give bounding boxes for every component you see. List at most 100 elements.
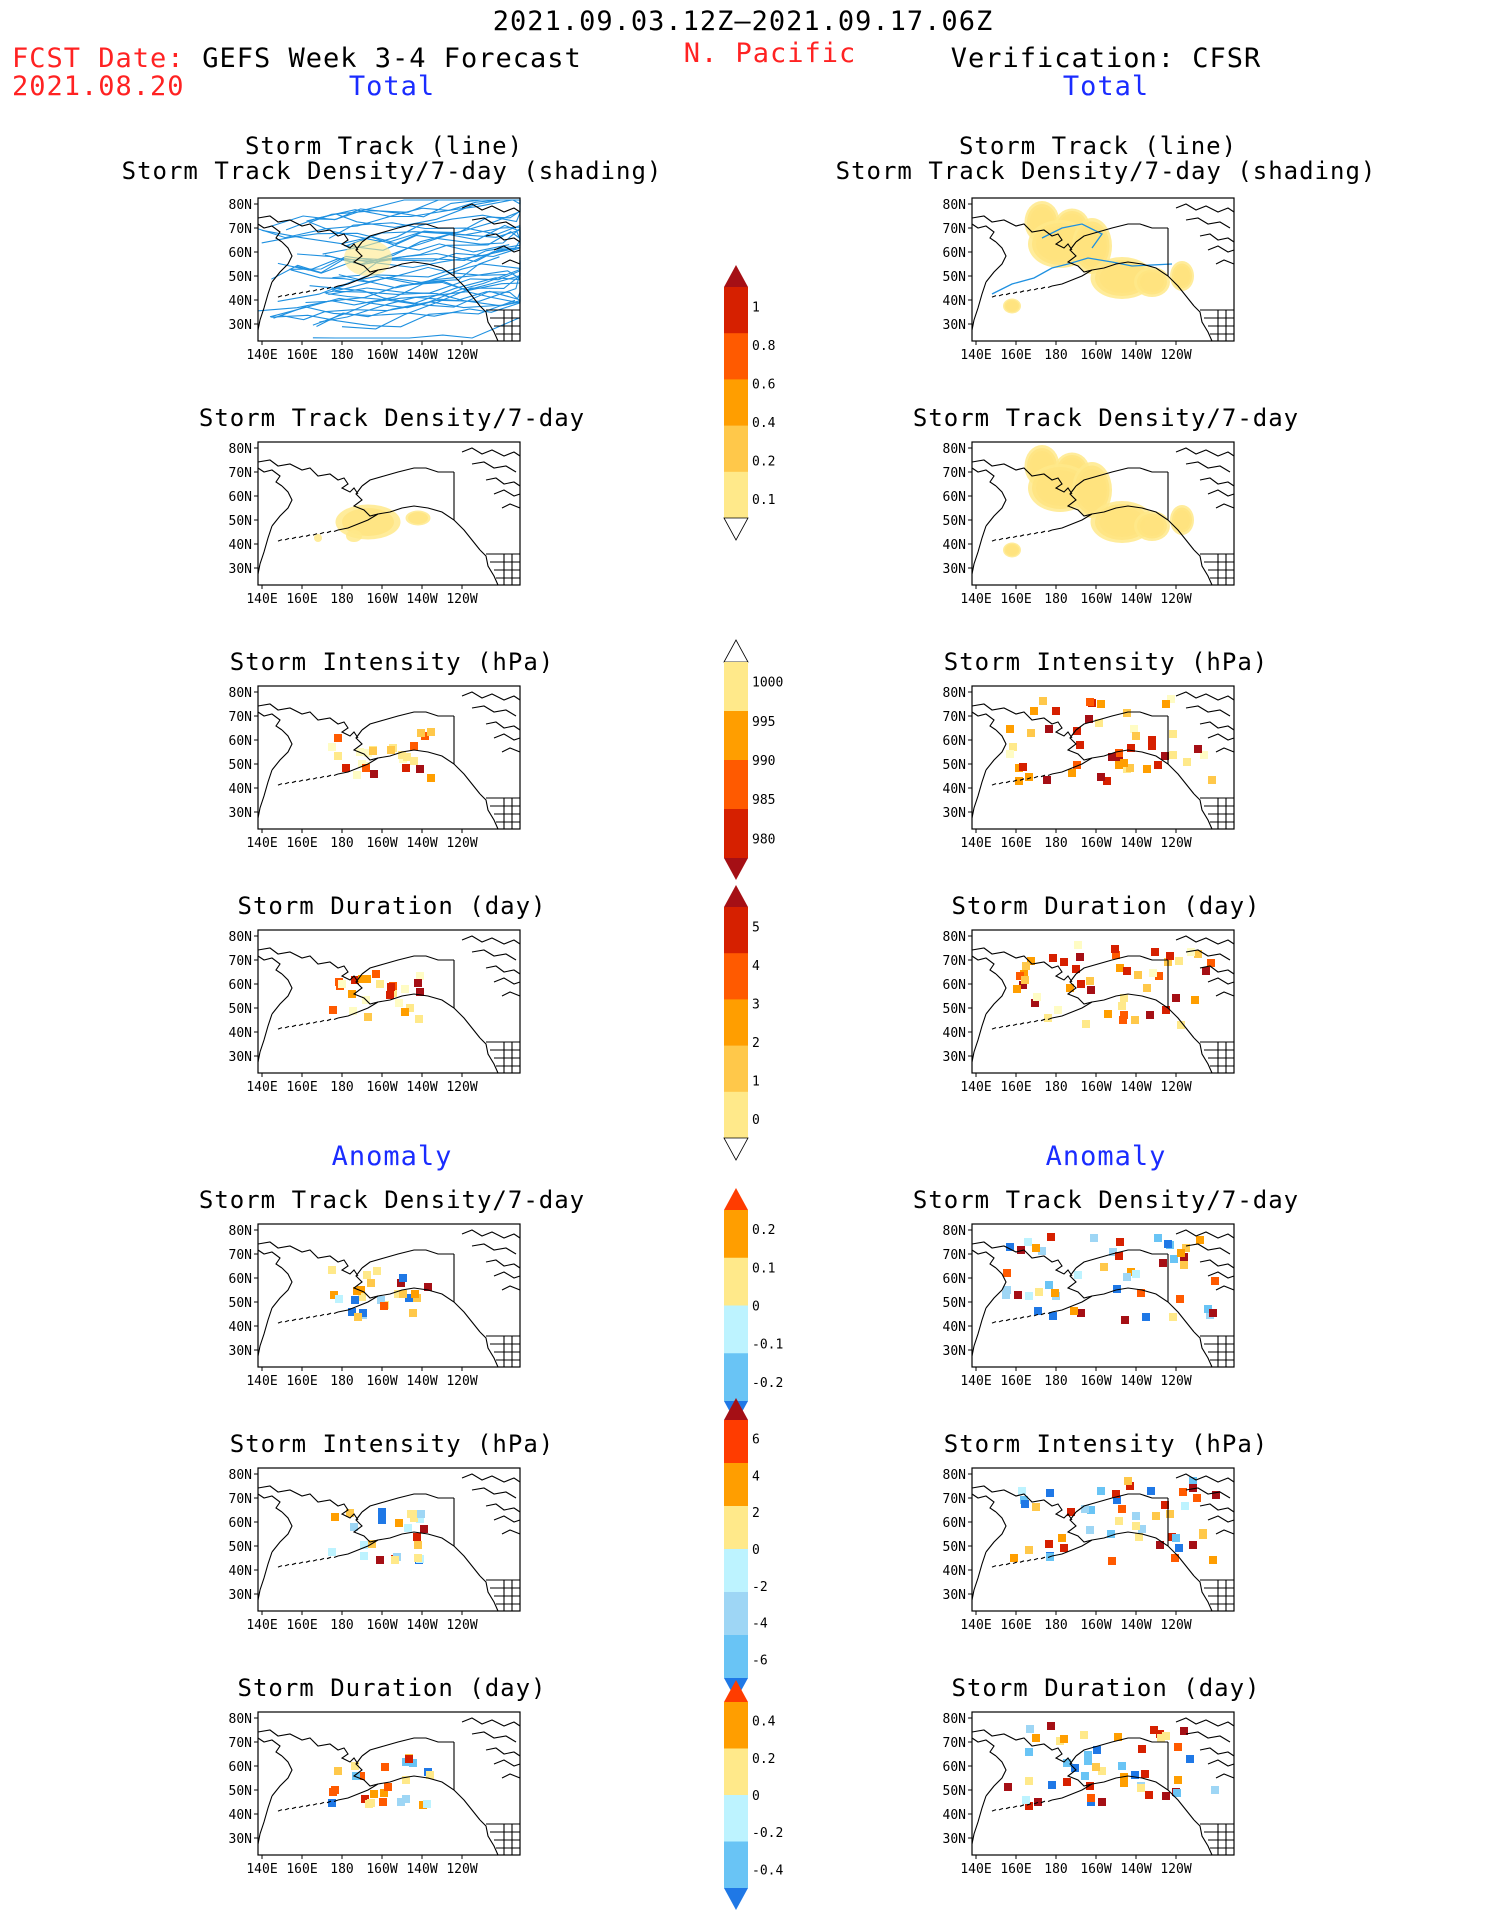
lat-tick-label: 80N xyxy=(229,442,252,457)
lat-tick-label: 30N xyxy=(943,806,966,821)
anomaly-label-left: Anomaly xyxy=(331,1141,453,1172)
lon-tick-label: 180 xyxy=(330,1862,353,1877)
right-track-title-line: Storm Track (line) xyxy=(958,132,1238,160)
lon-tick-label: 180 xyxy=(330,1618,353,1633)
lon-tick-label: 160E xyxy=(1000,1618,1031,1633)
lon-tick-label: 180 xyxy=(1044,1080,1067,1095)
colorbar-top-arrow xyxy=(724,1680,748,1702)
lat-tick-label: 60N xyxy=(229,978,252,993)
colorbar-segment xyxy=(724,379,748,427)
lon-tick-label: 120W xyxy=(446,1080,477,1095)
colorbar-duration-total: 5 4 3 2 1 0 xyxy=(723,885,760,1161)
right-duration-title: Storm Duration (day) xyxy=(951,892,1261,920)
colorbar-segment xyxy=(724,1748,748,1796)
lon-tick-label: 160W xyxy=(1080,592,1111,607)
colorbar-label: 0 xyxy=(752,1789,760,1804)
lat-tick-label: 60N xyxy=(229,1760,252,1775)
colorbar-label: 1 xyxy=(752,1074,760,1089)
right-track-title-shading: Storm Track Density/7-day (shading) xyxy=(835,157,1377,185)
right-anom-duration-title: Storm Duration (day) xyxy=(951,1674,1261,1702)
lat-tick-label: 30N xyxy=(229,1832,252,1847)
colorbar-top-arrow xyxy=(724,1188,748,1210)
lat-tick-label: 30N xyxy=(229,318,252,333)
lat-tick-label: 40N xyxy=(943,1026,966,1041)
colorbar-label: -0.2 xyxy=(752,1826,783,1841)
lat-tick-label: 30N xyxy=(229,806,252,821)
lon-tick-label: 160W xyxy=(1080,1618,1111,1633)
lat-tick-label: 50N xyxy=(229,514,252,529)
fcst-date-label: FCST Date: xyxy=(12,43,185,74)
lon-tick-label: 160W xyxy=(366,1374,397,1389)
colorbar-density-total: 1 0.8 0.6 0.4 0.2 0.1 xyxy=(723,265,776,541)
colorbar-segment xyxy=(724,425,748,473)
right-anom-density-title: Storm Track Density/7-day xyxy=(912,1186,1300,1214)
lon-tick-label: 180 xyxy=(1044,1374,1067,1389)
lon-tick-label: 140W xyxy=(406,836,437,851)
lat-tick-label: 50N xyxy=(943,270,966,285)
lon-tick-label: 160E xyxy=(286,836,317,851)
colorbar-label: 0.2 xyxy=(752,454,775,469)
lat-tick-label: 50N xyxy=(943,1296,966,1311)
colorbar-segment xyxy=(724,1549,748,1593)
lon-tick-label: 160E xyxy=(286,1618,317,1633)
colorbar-segment xyxy=(724,1257,748,1306)
lat-tick-label: 50N xyxy=(943,1540,966,1555)
map-forecast-duration: 80N 70N 60N 50N 40N 30N 140E 160E 180 160W 140W 120… xyxy=(229,929,521,1095)
lon-tick-label: 140E xyxy=(246,348,277,363)
colorbar-label: 2 xyxy=(752,1506,760,1521)
lon-tick-label: 140W xyxy=(1120,836,1151,851)
lat-tick-label: 70N xyxy=(229,1492,252,1507)
lon-tick-label: 140W xyxy=(406,348,437,363)
lat-tick-label: 50N xyxy=(229,758,252,773)
lon-tick-label: 120W xyxy=(446,348,477,363)
lon-tick-label: 160E xyxy=(286,592,317,607)
lat-tick-label: 40N xyxy=(943,782,966,797)
lat-tick-label: 70N xyxy=(943,954,966,969)
lat-tick-label: 70N xyxy=(229,954,252,969)
lon-tick-label: 160W xyxy=(366,348,397,363)
colorbar-label: 5 xyxy=(752,920,760,935)
lon-tick-label: 180 xyxy=(330,348,353,363)
colorbar-intensity-anomaly: 6 4 2 0 -2 -4 -6 xyxy=(724,1398,768,1700)
lon-tick-label: 180 xyxy=(330,1374,353,1389)
lon-tick-label: 140E xyxy=(960,348,991,363)
colorbar-segment xyxy=(724,1635,748,1679)
lat-tick-label: 40N xyxy=(229,1808,252,1823)
lon-tick-label: 140W xyxy=(406,592,437,607)
colorbar-label: 980 xyxy=(752,832,775,847)
lon-tick-label: 140E xyxy=(246,1862,277,1877)
colorbar-top-arrow xyxy=(723,639,749,663)
lon-tick-label: 180 xyxy=(1044,1862,1067,1877)
map-forecast-anom-duration: 80N 70N 60N 50N 40N 30N 140E 160E 180 160W 140W 120… xyxy=(229,1711,521,1877)
lat-tick-label: 60N xyxy=(943,1760,966,1775)
colorbar-label: -6 xyxy=(752,1654,768,1669)
colorbar-segment xyxy=(724,809,748,859)
lon-tick-label: 120W xyxy=(446,592,477,607)
colorbar-bottom-arrow xyxy=(724,1888,748,1910)
colorbar-duration-anomaly: 0.4 0.2 0 -0.2 -0.4 xyxy=(724,1680,783,1910)
lon-tick-label: 140E xyxy=(246,1618,277,1633)
lat-tick-label: 80N xyxy=(943,1224,966,1239)
lat-tick-label: 50N xyxy=(943,758,966,773)
left-anom-intensity-title: Storm Intensity (hPa) xyxy=(229,1430,555,1458)
colorbar-label: 3 xyxy=(752,997,760,1012)
map-verification-intensity: 80N 70N 60N 50N 40N 30N 140E 160E 180 160W 140W 120… xyxy=(943,685,1235,851)
lat-tick-label: 70N xyxy=(943,222,966,237)
colorbar-segment xyxy=(724,1592,748,1636)
lon-tick-label: 120W xyxy=(1160,1862,1191,1877)
colorbar-segment xyxy=(724,907,748,954)
lat-tick-label: 30N xyxy=(943,1832,966,1847)
lon-tick-label: 160E xyxy=(1000,592,1031,607)
lon-tick-label: 120W xyxy=(1160,348,1191,363)
lat-tick-label: 60N xyxy=(943,978,966,993)
lon-tick-label: 120W xyxy=(1160,1618,1191,1633)
colorbar-segment xyxy=(724,711,748,761)
colorbar-label: 990 xyxy=(752,754,775,769)
lon-tick-label: 140W xyxy=(1120,1862,1151,1877)
fcst-date-value: 2021.08.20 xyxy=(12,71,185,102)
map-forecast-intensity: 80N 70N 60N 50N 40N 30N 140E 160E 180 160W 140W 120… xyxy=(229,685,521,851)
lat-tick-label: 40N xyxy=(229,538,252,553)
right-anom-intensity-title: Storm Intensity (hPa) xyxy=(943,1430,1269,1458)
lat-tick-label: 60N xyxy=(229,1516,252,1531)
lat-tick-label: 70N xyxy=(229,710,252,725)
